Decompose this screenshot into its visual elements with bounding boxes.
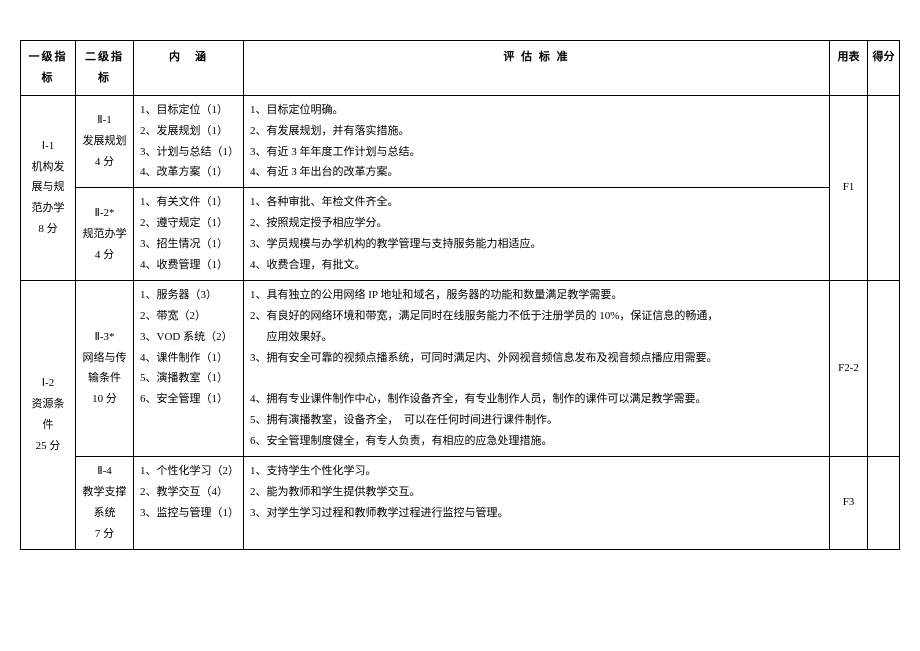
score-cell	[868, 280, 900, 456]
standard-cell: 1、具有独立的公用网络 IP 地址和域名，服务器的功能和数量满足教学需要。2、有…	[244, 280, 830, 456]
score-cell	[868, 457, 900, 550]
evaluation-table: 一级指标 二级指标 内 涵 评 估 标 准 用表 得分 Ⅰ-1机构发展与规范办学…	[20, 40, 900, 550]
header-content: 内 涵	[134, 41, 244, 96]
level2-cell: Ⅱ-1发展规划4 分	[76, 95, 134, 188]
level1-cell: Ⅰ-2资源条件25 分	[21, 280, 76, 549]
table-row: Ⅱ-4教学支撑系统7 分1、个性化学习（2）2、教学交互（4）3、监控与管理（1…	[21, 457, 900, 550]
form-cell: F3	[830, 457, 868, 550]
table-row: Ⅰ-2资源条件25 分Ⅱ-3*网络与传输条件10 分1、服务器（3）2、带宽（2…	[21, 280, 900, 456]
content-cell: 1、个性化学习（2）2、教学交互（4）3、监控与管理（1）	[134, 457, 244, 550]
header-level1: 一级指标	[21, 41, 76, 96]
header-row: 一级指标 二级指标 内 涵 评 估 标 准 用表 得分	[21, 41, 900, 96]
header-level2: 二级指标	[76, 41, 134, 96]
score-cell	[868, 95, 900, 280]
header-score: 得分	[868, 41, 900, 96]
form-cell: F2-2	[830, 280, 868, 456]
header-standard: 评 估 标 准	[244, 41, 830, 96]
level2-cell: Ⅱ-4教学支撑系统7 分	[76, 457, 134, 550]
level1-cell: Ⅰ-1机构发展与规范办学8 分	[21, 95, 76, 280]
standard-cell: 1、支持学生个性化学习。2、能为教师和学生提供教学交互。3、对学生学习过程和教师…	[244, 457, 830, 550]
content-cell: 1、目标定位（1）2、发展规划（1）3、计划与总结（1）4、改革方案（1）	[134, 95, 244, 188]
content-cell: 1、有关文件（1）2、遵守规定（1）3、招生情况（1）4、收费管理（1）	[134, 188, 244, 281]
standard-cell: 1、各种审批、年检文件齐全。2、按照规定授予相应学分。3、学员规模与办学机构的教…	[244, 188, 830, 281]
content-cell: 1、服务器（3）2、带宽（2）3、VOD 系统（2）4、课件制作（1）5、演播教…	[134, 280, 244, 456]
form-cell: F1	[830, 95, 868, 280]
standard-cell: 1、目标定位明确。2、有发展规划，并有落实措施。3、有近 3 年年度工作计划与总…	[244, 95, 830, 188]
table-row: Ⅰ-1机构发展与规范办学8 分Ⅱ-1发展规划4 分1、目标定位（1）2、发展规划…	[21, 95, 900, 188]
table-row: Ⅱ-2*规范办学4 分1、有关文件（1）2、遵守规定（1）3、招生情况（1）4、…	[21, 188, 900, 281]
header-form: 用表	[830, 41, 868, 96]
level2-cell: Ⅱ-2*规范办学4 分	[76, 188, 134, 281]
level2-cell: Ⅱ-3*网络与传输条件10 分	[76, 280, 134, 456]
